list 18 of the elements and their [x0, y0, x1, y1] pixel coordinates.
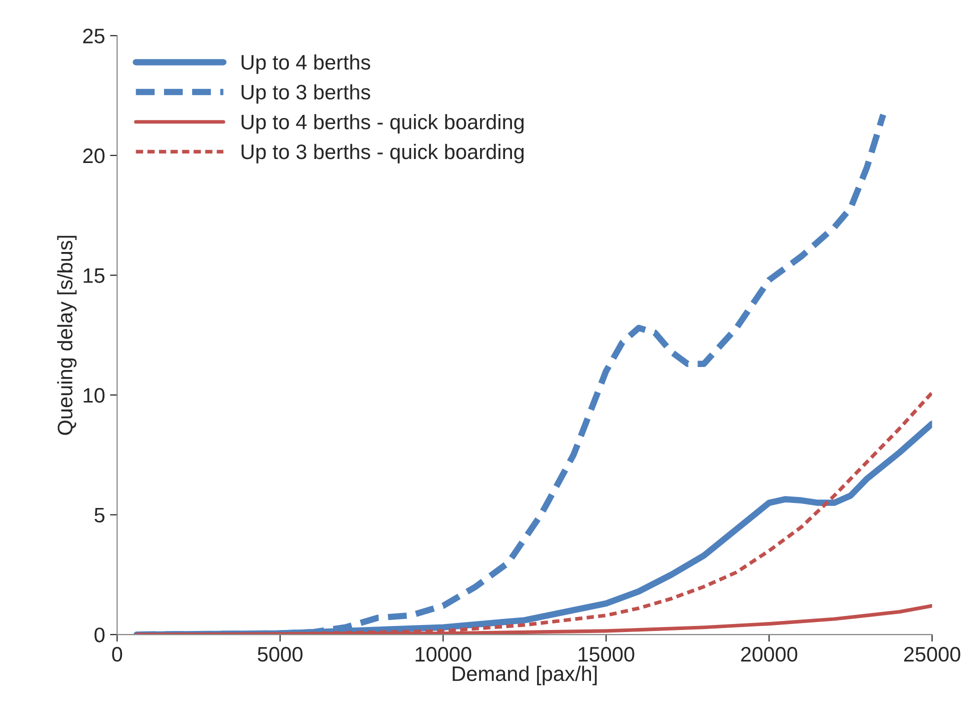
y-tick-label: 0	[94, 628, 104, 642]
y-tick-label: 15	[84, 268, 104, 283]
x-tick-label: 20000	[741, 646, 798, 662]
y-tick-label: 25	[83, 28, 104, 44]
legend-label: Up to 3 berths - quick boarding	[242, 144, 524, 164]
x-tick-label: 25000	[904, 646, 960, 662]
x-tick-label: 15000	[578, 646, 634, 662]
y-axis-title: Queuing delay [s/bus]	[57, 236, 77, 435]
x-axis-title: Demand [pax/h]	[452, 666, 597, 686]
legend-label: Up to 3 berths	[242, 84, 370, 104]
y-tick-label: 10	[84, 388, 104, 403]
y-tick-label: 5	[94, 508, 104, 523]
y-tick-label: 20	[83, 148, 104, 164]
legend-label: Up to 4 berths - quick boarding	[242, 114, 524, 134]
legend-label: Up to 4 berths	[242, 54, 370, 74]
x-tick-label: 0	[112, 646, 122, 662]
x-tick-label: 5000	[258, 646, 302, 662]
x-tick-label: 10000	[416, 646, 472, 662]
